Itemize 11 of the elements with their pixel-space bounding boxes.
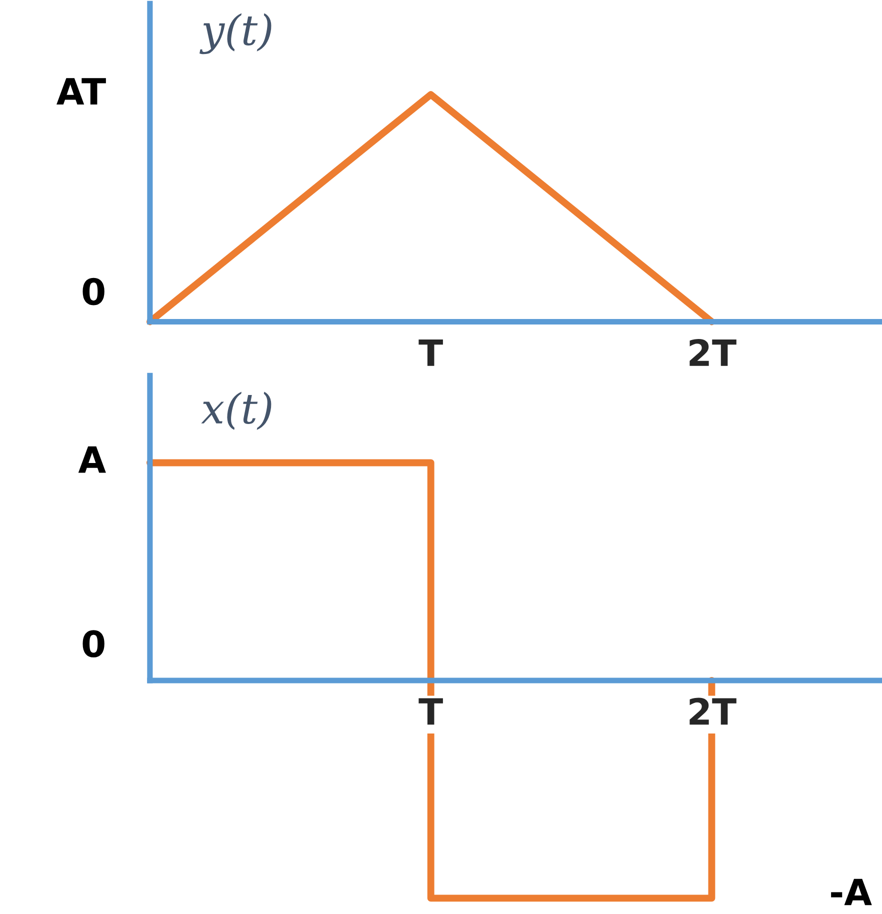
x-tick-label: T	[418, 340, 443, 366]
x-tick-label: 2T	[690, 698, 736, 725]
x-tick-label: 2T	[690, 339, 736, 366]
text: 0	[82, 630, 104, 658]
chart-title: x(t)	[201, 392, 272, 430]
x-tick-label: T	[418, 698, 443, 725]
chart-title: y(t)	[200, 13, 272, 54]
text: AT	[56, 78, 106, 104]
text: A	[78, 446, 106, 473]
text: 0	[82, 278, 104, 306]
annotation: -A	[831, 878, 872, 906]
